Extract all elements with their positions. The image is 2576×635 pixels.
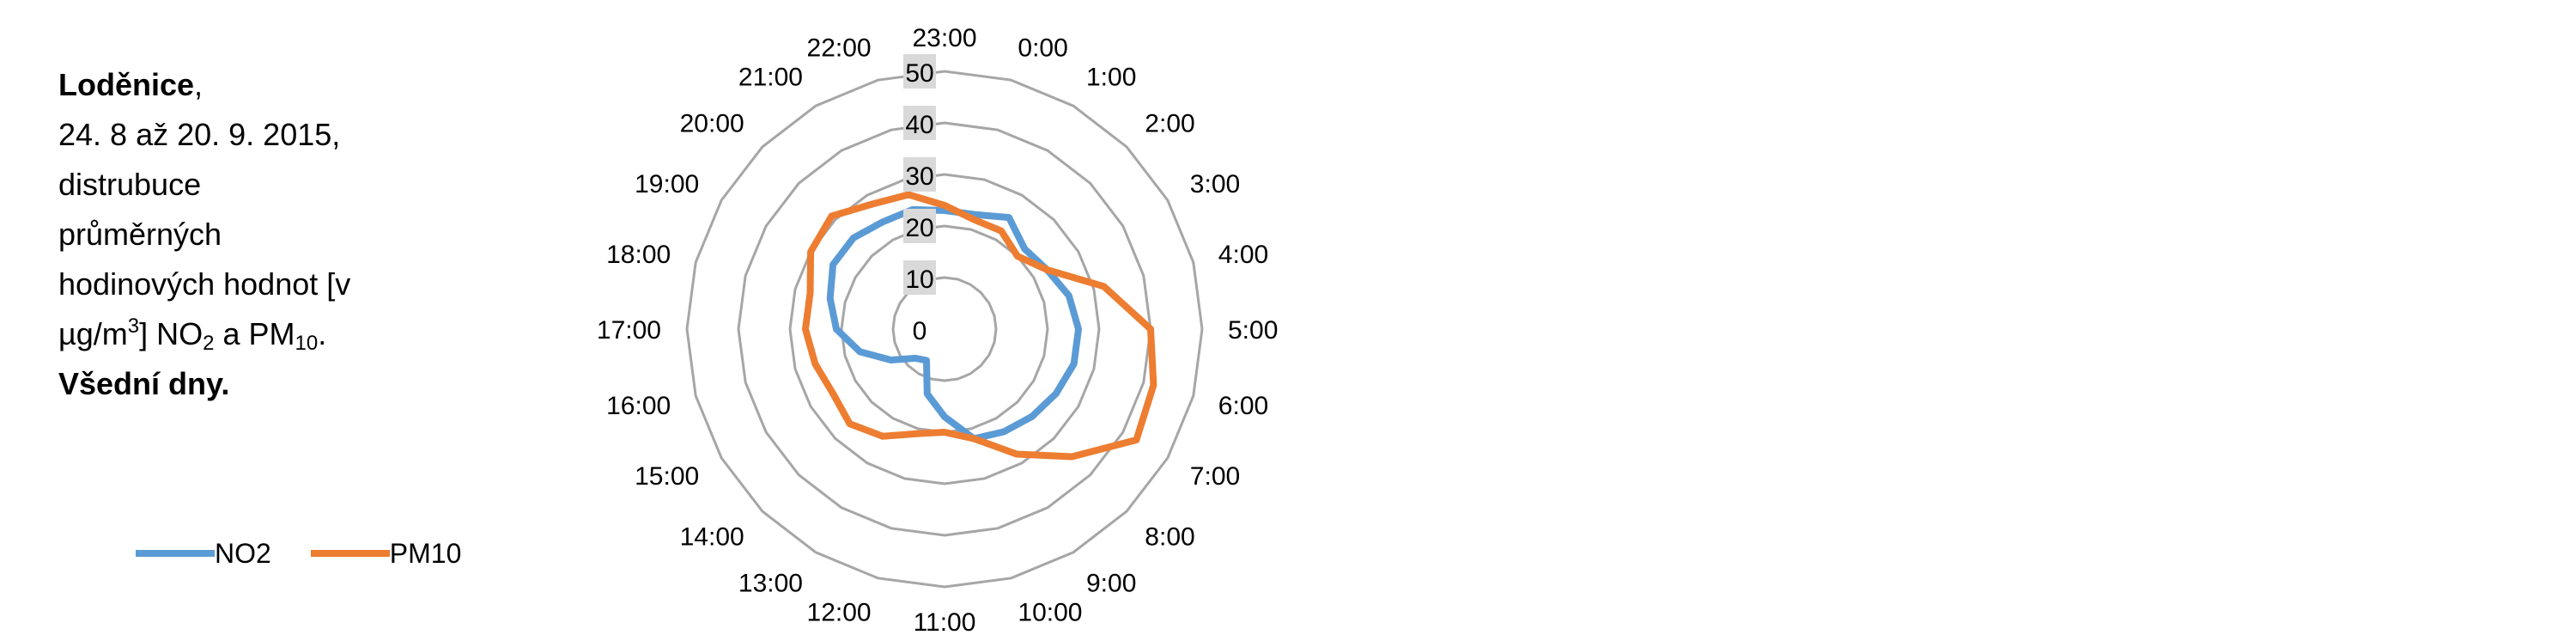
category-label: 19:00: [635, 170, 699, 198]
category-label: 15:00: [635, 462, 699, 491]
radial-tick-30: 30: [905, 162, 933, 191]
category-label: 6:00: [1218, 392, 1268, 420]
grid-ring-2: [840, 224, 1049, 434]
category-label: 9:00: [1086, 569, 1136, 597]
caption-line4: průměrných: [58, 217, 222, 252]
category-label: 21:00: [738, 64, 803, 92]
radial-tick-bg-50: [903, 54, 936, 89]
caption-period: 24. 8 až 20. 9. 2015,: [58, 117, 341, 152]
category-label: 2:00: [1145, 110, 1194, 138]
category-label: 13:00: [738, 569, 803, 597]
category-label: 4:00: [1218, 241, 1268, 269]
category-label: 1:00: [1086, 64, 1136, 92]
category-label: 5:00: [1228, 316, 1278, 345]
caption-line5: hodinových hodnot [v: [58, 266, 351, 302]
legend-item-no2: NO2: [136, 538, 271, 570]
category-label: 18:00: [606, 241, 671, 269]
category-label: 10:00: [1018, 598, 1082, 626]
legend-label-pm10: PM10: [389, 537, 462, 569]
radial-tick-10: 10: [905, 266, 933, 294]
caption-line3: distrubuce: [58, 167, 202, 202]
category-label: 23:00: [912, 24, 976, 52]
category-label: 0:00: [1018, 34, 1067, 63]
chart-caption: Loděnice, 24. 8 až 20. 9. 2015, distrubu…: [58, 67, 351, 401]
category-label: 8:00: [1145, 522, 1194, 551]
category-label: 22:00: [807, 34, 872, 63]
caption-unit: µg/m3] NO2 a PM10.: [58, 314, 327, 355]
radial-tick-0: 0: [913, 317, 927, 345]
category-label: 17:00: [597, 316, 661, 345]
radial-tick-20: 20: [905, 214, 933, 242]
caption-place: Loděnice: [58, 67, 195, 102]
category-label: 16:00: [606, 392, 671, 420]
legend-label-no2: NO2: [215, 537, 271, 569]
grid-ring-5: [685, 70, 1204, 589]
category-label: 11:00: [914, 608, 976, 635]
series-line-no2: [826, 205, 1082, 443]
category-label: 7:00: [1190, 462, 1240, 491]
category-label: 14:00: [680, 522, 744, 551]
caption-daytype: Všední dny.: [58, 366, 230, 401]
series-line-pm10: [802, 191, 1157, 461]
radial-tick-bg-40: [903, 106, 936, 140]
radial-tick-bg-10: [903, 260, 936, 295]
grid-ring-3: [788, 173, 1101, 485]
category-label: 12:00: [807, 598, 872, 626]
radial-tick-50: 50: [905, 59, 933, 88]
category-label: 3:00: [1190, 170, 1240, 198]
legend-swatch-pm10: [310, 550, 390, 557]
grid-ring-4: [737, 121, 1152, 537]
radial-tick-bg-20: [903, 209, 936, 243]
radial-tick-bg-30: [903, 157, 936, 192]
legend-swatch-no2: [136, 550, 215, 557]
radial-tick-40: 40: [905, 111, 933, 139]
chart-legend: NO2 PM10: [136, 533, 501, 574]
category-label: 20:00: [680, 110, 744, 138]
legend-item-pm10: PM10: [310, 537, 462, 570]
